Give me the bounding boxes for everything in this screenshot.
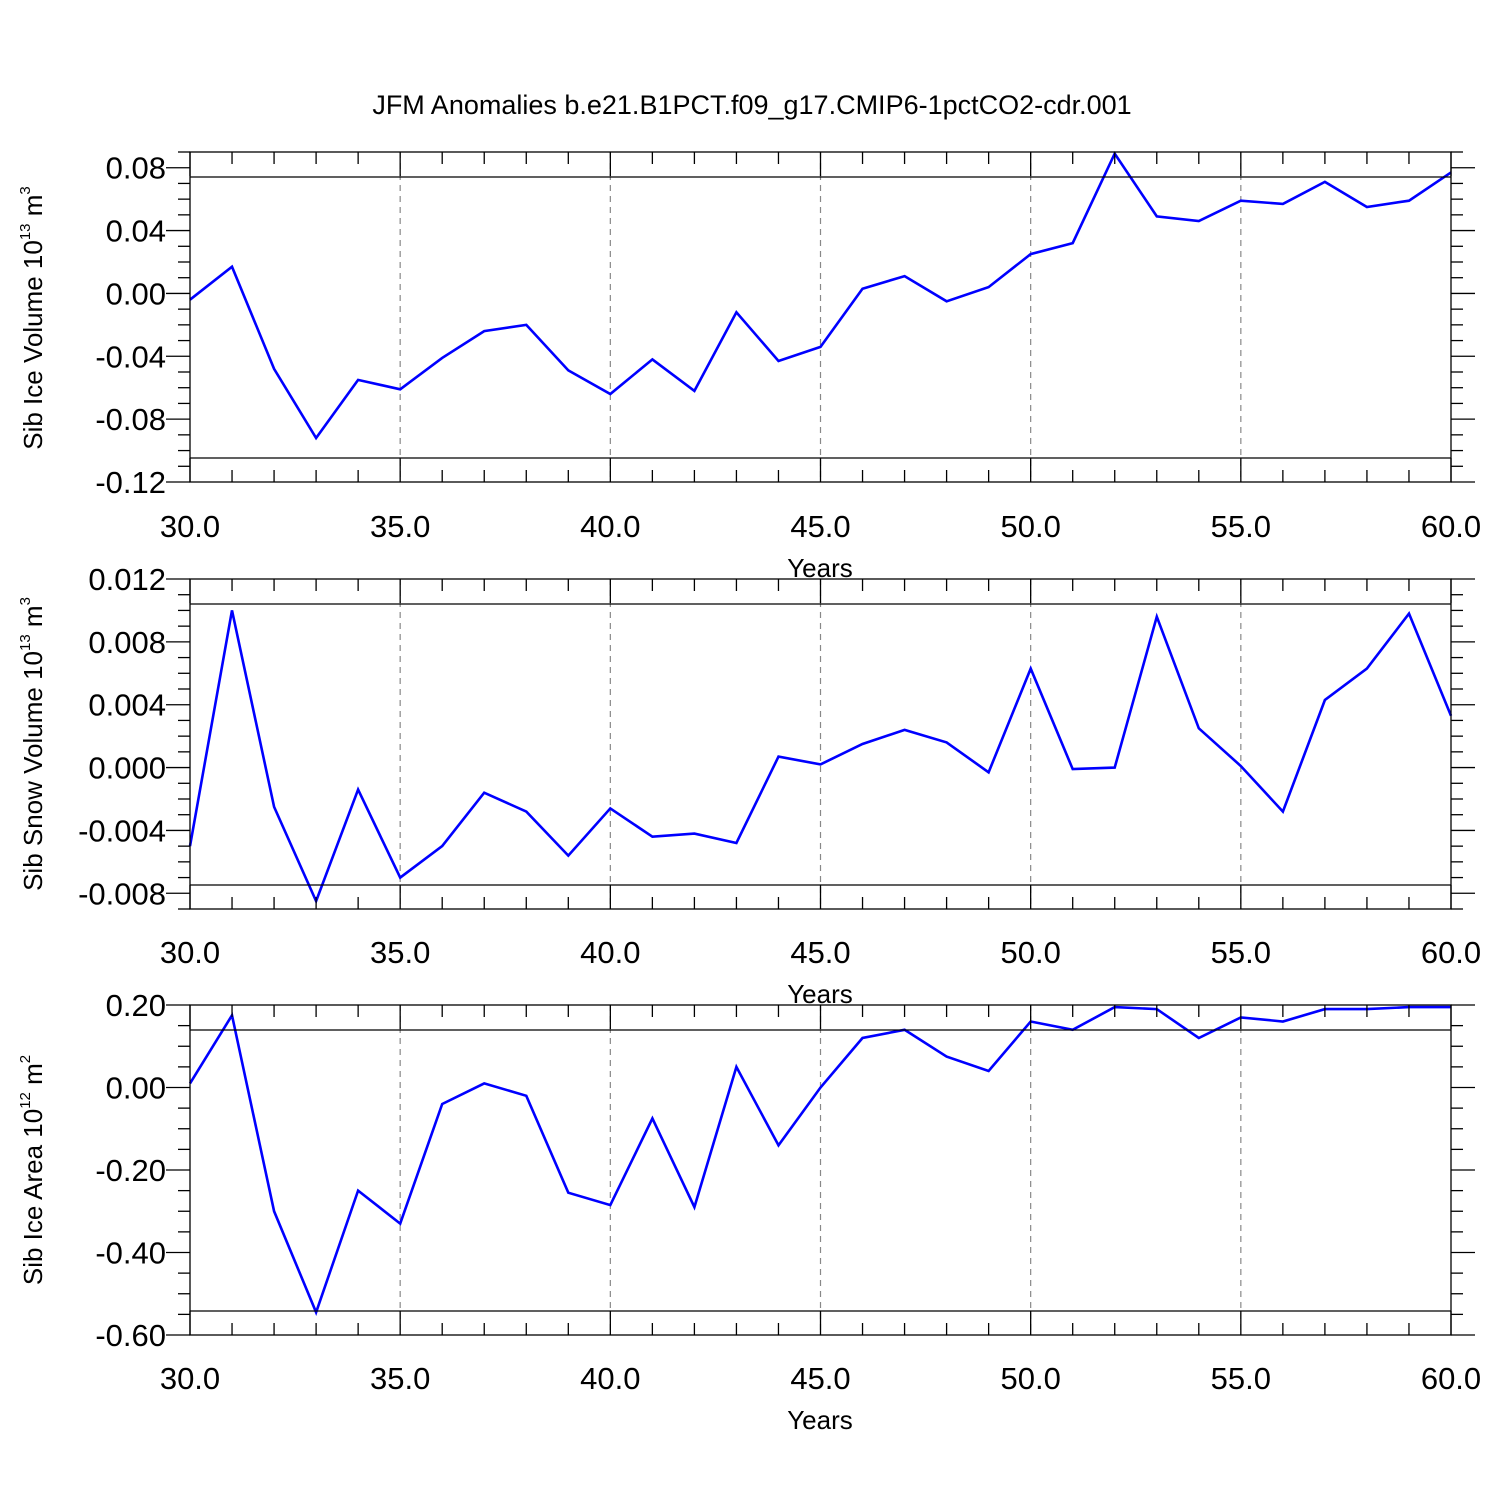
snow-volume-x-tick-label: 50.0 — [1000, 935, 1060, 970]
ice-area-y-label-unit-exponent: 2 — [17, 1055, 34, 1063]
ice-volume-y-label-text: Sib Ice Volume 10 — [18, 240, 48, 450]
ice-area-y-label-unit: m — [18, 1063, 48, 1092]
ice-volume-x-axis-title: Years — [787, 553, 853, 583]
snow-volume-series-line — [188, 610, 1453, 905]
ice-volume-x-tick-label: 50.0 — [1000, 509, 1060, 544]
snow-volume-y-label-unit: m — [18, 605, 48, 634]
ice-volume-y-tick-label: 0.04 — [106, 214, 166, 249]
ice-volume-x-tick-label: 35.0 — [370, 509, 430, 544]
ice-area-y-tick-label: -0.20 — [95, 1153, 166, 1188]
snow-volume-y-tick-label: -0.008 — [78, 876, 166, 911]
ice-volume-x-tick-label: 30.0 — [160, 509, 220, 544]
snow-volume-x-tick-label: 45.0 — [790, 935, 850, 970]
snow-volume-y-label-unit-exponent: 3 — [17, 597, 34, 605]
snow-volume-y-tick-label: 0.008 — [88, 625, 166, 660]
ice-volume-x-tick-label: 45.0 — [790, 509, 850, 544]
snow-volume-x-tick-label: 35.0 — [370, 935, 430, 970]
ice-area-y-tick-label: -0.40 — [95, 1236, 166, 1271]
ice-area-x-tick-label: 30.0 — [160, 1361, 220, 1396]
figure-title: JFM Anomalies b.e21.B1PCT.f09_g17.CMIP6-… — [372, 90, 1131, 120]
ice-volume-y-tick-label: -0.04 — [95, 339, 166, 374]
snow-volume-y-label-exponent: 13 — [17, 634, 34, 651]
ice-volume-y-tick-label: 0.00 — [106, 276, 166, 311]
ice-volume-panel: 30.0 35.0 40.0 45.0 50.0 55.0 60.0 -0.12 -0.08 -0… — [17, 151, 1481, 583]
snow-volume-panel: 30.0 35.0 40.0 45.0 50.0 55.0 60.0 -0.008 -0.004… — [17, 562, 1481, 1009]
ice-area-x-axis-title: Years — [787, 1405, 853, 1435]
ice-area-y-label-text: Sib Ice Area 10 — [18, 1109, 48, 1285]
ice-area-y-tick-label: 0.20 — [106, 988, 166, 1023]
ice-area-x-tick-label: 50.0 — [1000, 1361, 1060, 1396]
snow-volume-x-tick-label: 60.0 — [1421, 935, 1481, 970]
snow-volume-y-label-text: Sib Snow Volume 10 — [18, 651, 48, 891]
ice-area-panel: 30.0 35.0 40.0 45.0 50.0 55.0 60.0 -0.60 -0.40 -0… — [17, 988, 1481, 1435]
snow-volume-y-tick-label: -0.004 — [78, 813, 166, 848]
ice-volume-y-tick-label: -0.12 — [95, 465, 166, 500]
ice-volume-y-axis-title: Sib Ice Volume 1013 m3 — [17, 186, 48, 450]
snow-volume-y-tick-label: 0.000 — [88, 751, 166, 786]
snow-volume-x-tick-label: 40.0 — [580, 935, 640, 970]
ice-area-y-label-exponent: 12 — [17, 1092, 34, 1109]
ice-volume-y-tick-label: 0.08 — [106, 151, 166, 186]
ice-area-x-tick-label: 35.0 — [370, 1361, 430, 1396]
ice-area-x-tick-label: 60.0 — [1421, 1361, 1481, 1396]
snow-volume-x-tick-label: 55.0 — [1211, 935, 1271, 970]
ice-area-x-tick-label: 45.0 — [790, 1361, 850, 1396]
snow-volume-y-axis-title: Sib Snow Volume 1013 m3 — [17, 597, 48, 891]
snow-volume-x-tick-label: 30.0 — [160, 935, 220, 970]
ice-area-y-axis-title: Sib Ice Area 1012 m2 — [17, 1055, 48, 1285]
ice-volume-y-label-unit-exponent: 3 — [17, 186, 34, 194]
ice-volume-x-tick-label: 60.0 — [1421, 509, 1481, 544]
snow-volume-x-axis-title: Years — [787, 979, 853, 1009]
ice-area-x-tick-label: 40.0 — [580, 1361, 640, 1396]
snow-volume-y-tick-label: 0.012 — [88, 562, 166, 597]
ice-volume-y-tick-label: -0.08 — [95, 402, 166, 437]
ice-volume-y-label-exponent: 13 — [17, 223, 34, 240]
snow-volume-y-tick-label: 0.004 — [88, 688, 166, 723]
ice-volume-y-label-unit: m — [18, 195, 48, 224]
ice-volume-series-line — [189, 150, 1452, 441]
ice-area-y-tick-label: 0.00 — [106, 1071, 166, 1106]
ice-area-y-tick-label: -0.60 — [95, 1318, 166, 1353]
ice-area-x-tick-label: 55.0 — [1211, 1361, 1271, 1396]
ice-volume-x-tick-label: 40.0 — [580, 509, 640, 544]
ice-volume-x-tick-label: 55.0 — [1211, 509, 1271, 544]
